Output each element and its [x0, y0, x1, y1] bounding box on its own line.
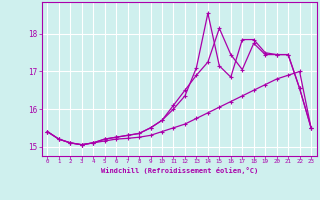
X-axis label: Windchill (Refroidissement éolien,°C): Windchill (Refroidissement éolien,°C): [100, 167, 258, 174]
